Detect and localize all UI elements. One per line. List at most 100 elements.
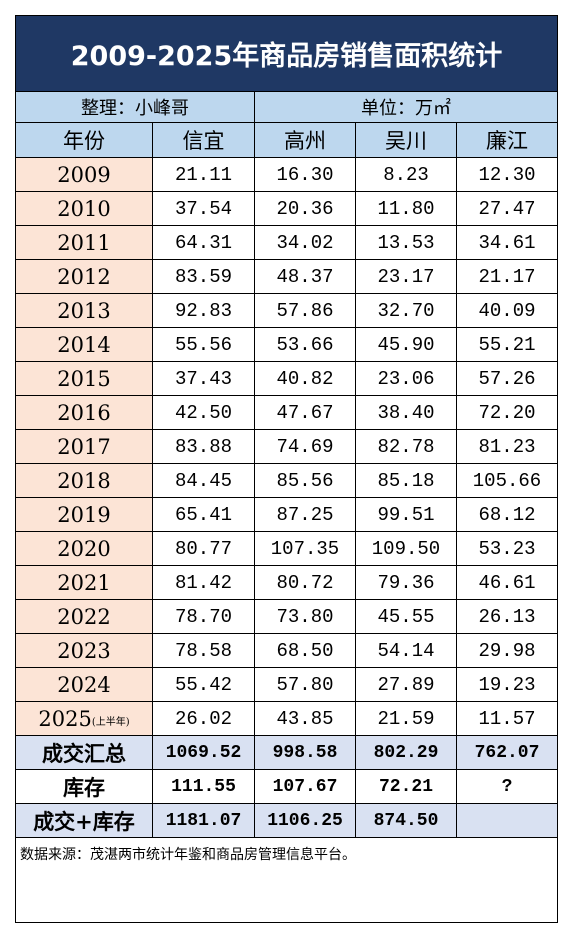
header-row: 年份 信宜 高州 吴川 廉江 — [15, 122, 558, 158]
value-cell: 26.13 — [456, 599, 558, 634]
summary-value: 1106.25 — [254, 803, 356, 838]
value-cell: 54.14 — [355, 633, 457, 668]
value-cell: 20.36 — [254, 191, 356, 226]
summary-label: 成交汇总 — [15, 735, 153, 770]
value-cell: 40.82 — [254, 361, 356, 396]
summary-value: 874.50 — [355, 803, 457, 838]
footnote: 数据来源：茂湛两市统计年鉴和商品房管理信息平台。 — [15, 837, 558, 923]
value-cell: 57.86 — [254, 293, 356, 328]
table-body: 2009-2025年商品房销售面积统计 整理：小峰哥 单位：万㎡ 年份 信宜 高州吴… — [15, 15, 558, 923]
data-row: 2022 78.70 73.80 45.55 26.13 — [15, 599, 558, 634]
summary-label: 库存 — [15, 769, 153, 804]
summary-value: 802.29 — [355, 735, 457, 770]
data-row: 2023 78.58 68.50 54.14 29.98 — [15, 633, 558, 668]
data-row: 2014 55.56 53.66 45.90 55.21 — [15, 327, 558, 362]
value-cell: 55.56 — [152, 327, 255, 362]
value-cell: 53.23 — [456, 531, 558, 566]
year-cell: 2013 — [15, 293, 153, 328]
value-cell: 11.80 — [355, 191, 457, 226]
value-cell: 13.53 — [355, 225, 457, 260]
value-cell: 21.59 — [355, 701, 457, 736]
summary-value: 107.67 — [254, 769, 356, 804]
year-cell: 2010 — [15, 191, 153, 226]
value-cell: 92.83 — [152, 293, 255, 328]
summary-row: 库存 111.55 107.67 72.21? — [15, 769, 558, 804]
value-cell: 16.30 — [254, 157, 356, 192]
value-cell: 38.40 — [355, 395, 457, 430]
value-cell: 68.12 — [456, 497, 558, 532]
value-cell: 80.77 — [152, 531, 255, 566]
value-cell: 74.69 — [254, 429, 356, 464]
year-cell: 2024 — [15, 667, 153, 702]
year-cell: 2011 — [15, 225, 153, 260]
data-row: 2016 42.50 47.67 38.40 72.20 — [15, 395, 558, 430]
value-cell: 47.67 — [254, 395, 356, 430]
value-cell: 83.59 — [152, 259, 255, 294]
stats-table: 2009-2025年商品房销售面积统计 整理：小峰哥 单位：万㎡ 年份 信宜 高州吴… — [15, 15, 558, 923]
value-cell: 34.61 — [456, 225, 558, 260]
value-cell: 27.89 — [355, 667, 457, 702]
year-cell: 2016 — [15, 395, 153, 430]
data-row: 2017 83.88 74.69 82.78 81.23 — [15, 429, 558, 464]
header-cell: 高州 — [254, 122, 356, 158]
data-row: 2020 80.77 107.35 109.50 53.23 — [15, 531, 558, 566]
summary-label: 成交+库存 — [15, 803, 153, 838]
summary-value: ? — [456, 769, 558, 804]
data-row: 2013 92.83 57.86 32.70 40.09 — [15, 293, 558, 328]
data-row: 2019 65.41 87.25 99.51 68.12 — [15, 497, 558, 532]
data-row: 2025(上半年) 26.02 43.85 21.59 11.57 — [15, 701, 558, 736]
value-cell: 80.72 — [254, 565, 356, 600]
data-row: 2011 64.31 34.02 13.53 34.61 — [15, 225, 558, 260]
summary-value: 1181.07 — [152, 803, 255, 838]
value-cell: 107.35 — [254, 531, 356, 566]
value-cell: 8.23 — [355, 157, 457, 192]
data-row: 2024 55.42 57.80 27.89 19.23 — [15, 667, 558, 702]
value-cell: 34.02 — [254, 225, 356, 260]
summary-value: 72.21 — [355, 769, 457, 804]
value-cell: 105.66 — [456, 463, 558, 498]
value-cell: 73.80 — [254, 599, 356, 634]
year-cell: 2012 — [15, 259, 153, 294]
summary-value: 762.07 — [456, 735, 558, 770]
value-cell: 81.42 — [152, 565, 255, 600]
value-cell: 78.58 — [152, 633, 255, 668]
header-cell: 年份 — [15, 122, 153, 158]
summary-row: 成交+库存 1181.07 1106.25 874.50 — [15, 803, 558, 838]
value-cell: 37.43 — [152, 361, 255, 396]
value-cell: 85.18 — [355, 463, 457, 498]
value-cell: 29.98 — [456, 633, 558, 668]
value-cell: 11.57 — [456, 701, 558, 736]
value-cell: 68.50 — [254, 633, 356, 668]
year-cell: 2018 — [15, 463, 153, 498]
year-cell: 2009 — [15, 157, 153, 192]
data-row: 2009 21.11 16.30 8.23 12.30 — [15, 157, 558, 192]
data-row: 2010 37.54 20.36 11.80 27.47 — [15, 191, 558, 226]
value-cell: 109.50 — [355, 531, 457, 566]
value-cell: 40.09 — [456, 293, 558, 328]
value-cell: 99.51 — [355, 497, 457, 532]
year-cell: 2014 — [15, 327, 153, 362]
value-cell: 57.26 — [456, 361, 558, 396]
title-row: 2009-2025年商品房销售面积统计 — [15, 15, 558, 92]
value-cell: 64.31 — [152, 225, 255, 260]
value-cell: 46.61 — [456, 565, 558, 600]
value-cell: 19.23 — [456, 667, 558, 702]
value-cell: 37.54 — [152, 191, 255, 226]
year-cell: 2022 — [15, 599, 153, 634]
year: 2025 — [38, 706, 92, 731]
header-cell: 吴川 — [355, 122, 457, 158]
summary-value: 1069.52 — [152, 735, 255, 770]
value-cell: 32.70 — [355, 293, 457, 328]
value-cell: 79.36 — [355, 565, 457, 600]
value-cell: 55.42 — [152, 667, 255, 702]
footnote-row: 数据来源：茂湛两市统计年鉴和商品房管理信息平台。 — [15, 837, 558, 923]
header-cell: 廉江 — [456, 122, 558, 158]
summary-value: 998.58 — [254, 735, 356, 770]
year-cell: 2020 — [15, 531, 153, 566]
value-cell: 26.02 — [152, 701, 255, 736]
value-cell: 45.90 — [355, 327, 457, 362]
summary-value: 111.55 — [152, 769, 255, 804]
data-row: 2021 81.42 80.72 79.36 46.61 — [15, 565, 558, 600]
year-cell: 2017 — [15, 429, 153, 464]
